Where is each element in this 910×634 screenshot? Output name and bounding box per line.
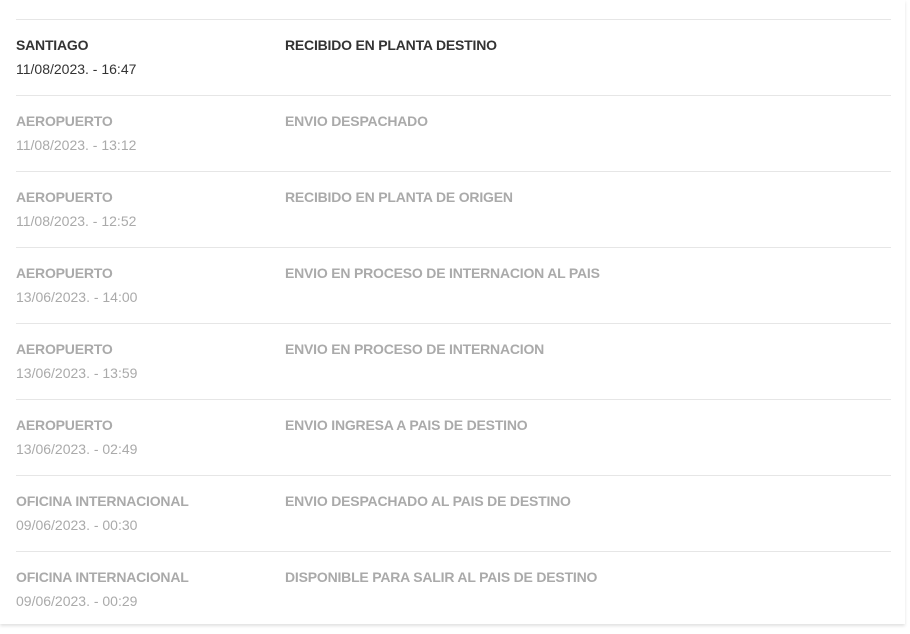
tracking-event-row: AEROPUERTO 13/06/2023. - 13:59 ENVIO EN …	[16, 323, 891, 399]
event-location: OFICINA INTERNACIONAL	[16, 493, 189, 509]
tracking-event-row: SANTIAGO 11/08/2023. - 16:47 RECIBIDO EN…	[16, 19, 891, 95]
event-location: AEROPUERTO	[16, 189, 113, 205]
tracking-history-card: SANTIAGO 11/08/2023. - 16:47 RECIBIDO EN…	[16, 19, 891, 627]
event-status: ENVIO DESPACHADO	[285, 113, 428, 129]
event-location: OFICINA INTERNACIONAL	[16, 569, 189, 585]
tracking-event-row: OFICINA INTERNACIONAL 09/06/2023. - 00:3…	[16, 475, 891, 551]
tracking-event-list: SANTIAGO 11/08/2023. - 16:47 RECIBIDO EN…	[16, 19, 891, 627]
event-location: AEROPUERTO	[16, 417, 113, 433]
tracking-event-row: AEROPUERTO 11/08/2023. - 12:52 RECIBIDO …	[16, 171, 891, 247]
event-datetime: 09/06/2023. - 00:30	[16, 517, 138, 533]
event-datetime: 11/08/2023. - 16:47	[16, 61, 137, 77]
event-location: SANTIAGO	[16, 37, 89, 53]
event-datetime: 11/08/2023. - 12:52	[16, 213, 137, 229]
tracking-event-row: AEROPUERTO 13/06/2023. - 14:00 ENVIO EN …	[16, 247, 891, 323]
event-status: ENVIO DESPACHADO AL PAIS DE DESTINO	[285, 493, 571, 509]
event-status: ENVIO EN PROCESO DE INTERNACION	[285, 341, 545, 357]
event-datetime: 13/06/2023. - 14:00	[16, 289, 138, 305]
event-location: AEROPUERTO	[16, 341, 113, 357]
tracking-event-row: AEROPUERTO 11/08/2023. - 13:12 ENVIO DES…	[16, 95, 891, 171]
tracking-event-row: AEROPUERTO 13/06/2023. - 02:49 ENVIO ING…	[16, 399, 891, 475]
event-status: RECIBIDO EN PLANTA DE ORIGEN	[285, 189, 513, 205]
event-status: DISPONIBLE PARA SALIR AL PAIS DE DESTINO	[285, 569, 598, 585]
event-datetime: 09/06/2023. - 00:29	[16, 593, 138, 609]
event-datetime: 13/06/2023. - 02:49	[16, 441, 138, 457]
event-location: AEROPUERTO	[16, 265, 113, 281]
event-status: ENVIO EN PROCESO DE INTERNACION AL PAIS	[285, 265, 600, 281]
tracking-event-row: OFICINA INTERNACIONAL 09/06/2023. - 00:2…	[16, 551, 891, 627]
event-status: RECIBIDO EN PLANTA DESTINO	[285, 37, 497, 53]
event-status: ENVIO INGRESA A PAIS DE DESTINO	[285, 417, 528, 433]
event-datetime: 13/06/2023. - 13:59	[16, 365, 138, 381]
event-datetime: 11/08/2023. - 13:12	[16, 137, 137, 153]
event-location: AEROPUERTO	[16, 113, 113, 129]
